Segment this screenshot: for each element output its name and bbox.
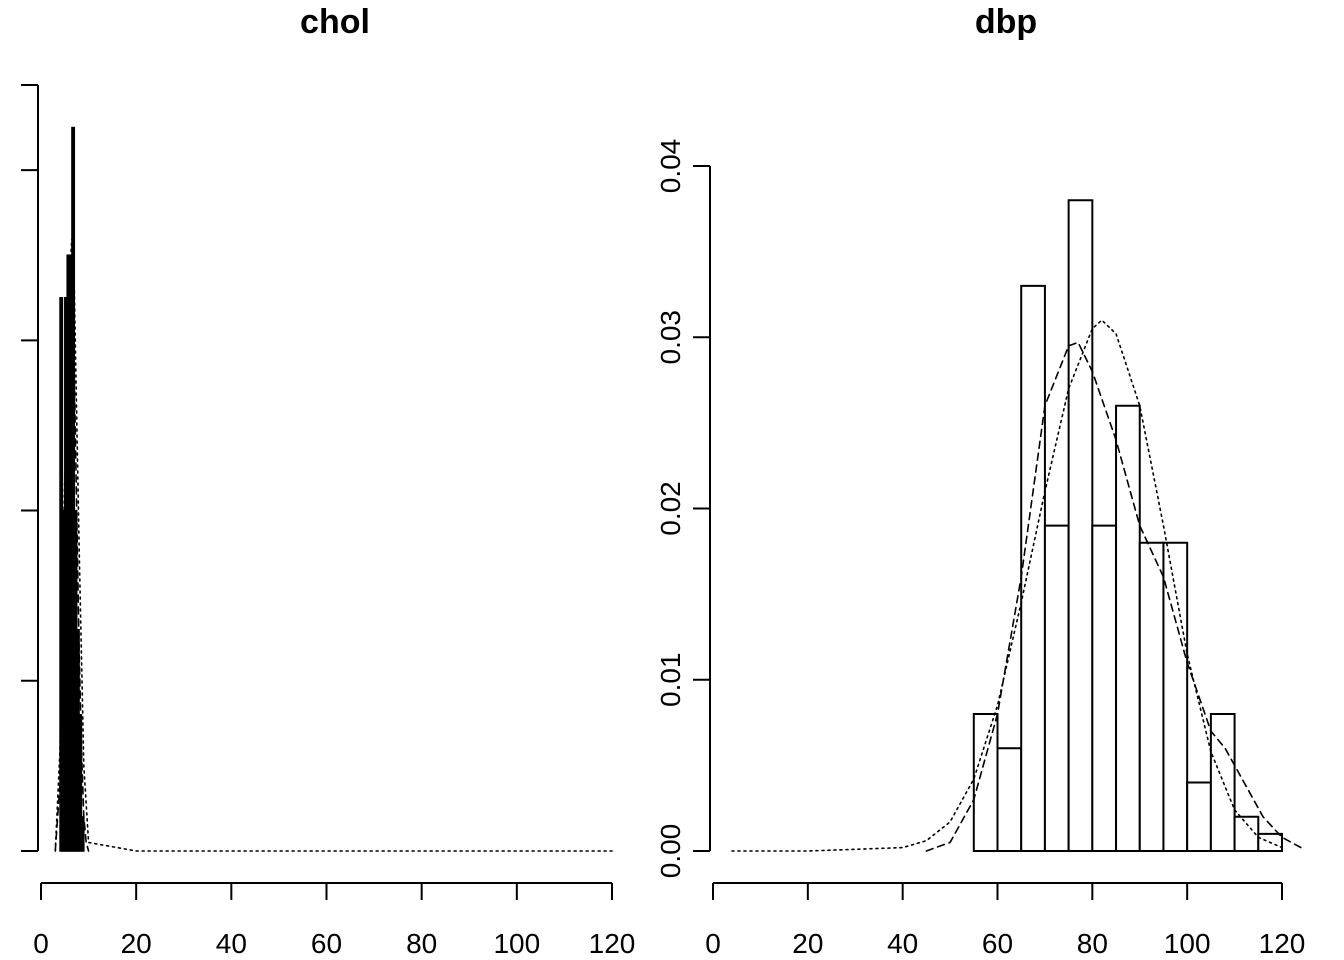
dbp-x-tick-label: 100: [1164, 928, 1211, 959]
dbp-x-tick-label: 20: [792, 928, 823, 959]
dbp-x-tick-label: 0: [705, 928, 721, 959]
chol-bar-9: [80, 816, 85, 852]
chol-x-tick-label: 0: [33, 928, 49, 959]
dbp-bars: [972, 199, 1283, 852]
chol-bars: [59, 126, 85, 852]
chol-panel: chol 0 20 40 60 80 100 120: [21, 3, 635, 959]
dbp-x-axis: 0 20 40 60 80 100 120: [705, 882, 1306, 959]
chol-density-curves: [54, 238, 613, 852]
dbp-y-tick-label: 0.00: [655, 824, 686, 879]
dbp-bar-5: [1091, 524, 1118, 852]
chol-x-tick-label: 80: [406, 928, 437, 959]
dbp-y-tick-label: 0.04: [655, 139, 686, 194]
chol-x-tick-label: 60: [311, 928, 342, 959]
dbp-title: dbp: [975, 3, 1037, 41]
dbp-bar-6: [1115, 404, 1141, 852]
chol-x-tick-label: 120: [589, 928, 636, 959]
dbp-bar-8: [1162, 541, 1189, 852]
dbp-panel: dbp 0.00 0.01 0.02 0.03 0.04 0 20 40 60 80 100 120: [655, 3, 1305, 959]
dbp-bar-7: [1138, 541, 1165, 852]
dbp-y-tick-label: 0.02: [655, 481, 686, 536]
dbp-bar-2: [1020, 284, 1046, 852]
chol-title: chol: [300, 3, 370, 41]
dbp-x-tick-label: 60: [982, 928, 1013, 959]
chol-y-axis: [21, 84, 39, 852]
dbp-x-tick-label: 80: [1077, 928, 1108, 959]
dbp-dashed-density-curve: [925, 341, 1302, 852]
chol-x-tick-label: 100: [493, 928, 540, 959]
dbp-density-curves: [731, 319, 1302, 852]
dbp-bar-9: [1186, 781, 1212, 852]
dbp-bar-1: [996, 747, 1023, 852]
dbp-bar-4: [1067, 199, 1094, 852]
dbp-x-tick-label: 120: [1259, 928, 1306, 959]
dbp-dotted-density-curve: [731, 319, 1283, 852]
dbp-bar-0: [972, 713, 999, 852]
chol-bar-5: [71, 126, 76, 852]
dbp-y-tick-label: 0.01: [655, 653, 686, 708]
dbp-y-tick-label: 0.03: [655, 310, 686, 365]
dbp-x-tick-label: 40: [887, 928, 918, 959]
dbp-bar-3: [1043, 524, 1070, 852]
dbp-y-axis: 0.00 0.01 0.02 0.03 0.04: [655, 139, 711, 879]
chol-x-axis: 0 20 40 60 80 100 120: [33, 882, 636, 959]
chol-dashed-density-curve: [54, 255, 90, 852]
chol-dotted-density-curve: [54, 238, 613, 852]
chol-x-tick-label: 40: [216, 928, 247, 959]
chol-x-tick-label: 20: [121, 928, 152, 959]
